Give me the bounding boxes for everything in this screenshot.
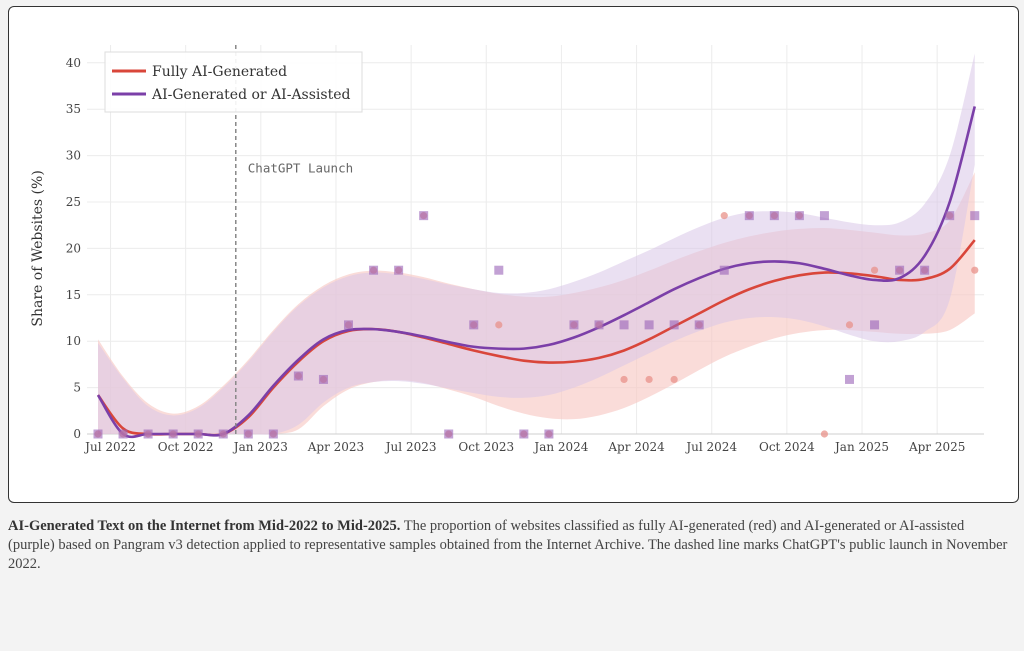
- data-point-ai-assisted: [895, 265, 905, 275]
- chart-svg: ChatGPT Launch 0 5 10 15 20 25 30 35 40 Jul 2022…: [30, 45, 984, 454]
- legend-box: [104, 51, 363, 113]
- legend-label-ai-assisted: AI-Generated or AI-Assisted: [151, 87, 350, 103]
- data-point-ai-assisted: [93, 429, 103, 439]
- data-point-ai-assisted: [268, 429, 278, 439]
- y-axis-ticks: 0 5 10 15 20 25 30 35 40: [66, 56, 81, 441]
- data-point-ai-assisted: [419, 211, 429, 221]
- caption-title: AI-Generated Text on the Internet from M…: [8, 518, 401, 534]
- data-point-ai-assisted: [644, 320, 654, 330]
- data-markers: [93, 211, 980, 439]
- data-point-fully-ai: [820, 430, 829, 438]
- data-point-ai-assisted: [168, 429, 178, 439]
- data-point-ai-assisted: [694, 320, 704, 330]
- x-tick-label: Jan 2025: [833, 440, 889, 454]
- data-point-fully-ai: [845, 321, 854, 329]
- x-tick-label: Oct 2023: [458, 440, 514, 454]
- legend: Fully AI-Generated AI-Generated or AI-As…: [104, 51, 363, 113]
- data-point-ai-assisted: [218, 429, 228, 439]
- confidence-band-ai-assisted: [98, 53, 975, 435]
- y-axis-title: Share of Websites (%): [30, 170, 46, 326]
- y-tick-label: 35: [66, 102, 81, 116]
- data-point-ai-assisted: [594, 320, 604, 330]
- x-tick-label: Jul 2024: [684, 440, 737, 454]
- x-tick-label: Jul 2022: [83, 440, 136, 454]
- data-point-ai-assisted: [344, 320, 353, 330]
- x-tick-label: Apr 2025: [908, 440, 965, 454]
- data-point-ai-assisted: [619, 320, 629, 330]
- data-point-ai-assisted: [744, 211, 754, 221]
- data-point-ai-assisted: [293, 371, 303, 381]
- data-point-ai-assisted: [193, 429, 203, 439]
- data-point-ai-assisted: [118, 429, 128, 439]
- y-tick-label: 25: [66, 195, 81, 209]
- data-point-ai-assisted: [544, 429, 554, 439]
- data-point-ai-assisted: [494, 265, 504, 275]
- figure-caption: AI-Generated Text on the Internet from M…: [8, 517, 1013, 574]
- data-point-ai-assisted: [444, 429, 454, 439]
- data-point-ai-assisted: [519, 429, 529, 439]
- data-point-ai-assisted: [394, 265, 404, 275]
- data-point-fully-ai: [720, 212, 728, 220]
- fit-lines: [96, 106, 977, 439]
- data-point-ai-assisted: [794, 211, 804, 221]
- y-tick-label: 10: [66, 334, 81, 348]
- legend-label-fully-ai: Fully AI-Generated: [152, 64, 287, 80]
- y-tick-label: 40: [66, 56, 81, 70]
- data-point-fully-ai: [670, 375, 678, 384]
- x-tick-label: Oct 2022: [158, 440, 214, 454]
- data-point-ai-assisted: [870, 320, 880, 330]
- data-point-ai-assisted: [469, 320, 479, 330]
- y-tick-label: 5: [73, 381, 81, 395]
- y-tick-label: 30: [66, 149, 81, 163]
- chatgpt-launch-label: ChatGPT Launch: [248, 160, 353, 175]
- x-tick-label: Jan 2024: [532, 440, 588, 454]
- x-tick-label: Jul 2023: [384, 440, 437, 454]
- data-point-ai-assisted: [569, 320, 579, 330]
- data-point-ai-assisted: [669, 320, 679, 330]
- x-tick-label: Apr 2023: [307, 440, 364, 454]
- data-point-fully-ai: [645, 375, 653, 384]
- data-point-ai-assisted: [243, 429, 253, 439]
- data-point-ai-assisted: [143, 429, 153, 439]
- data-point-ai-assisted: [719, 265, 729, 275]
- data-point-fully-ai: [971, 266, 979, 274]
- data-point-ai-assisted: [845, 374, 854, 384]
- y-tick-label: 0: [73, 427, 81, 441]
- data-point-fully-ai: [870, 266, 879, 274]
- y-tick-label: 20: [66, 241, 81, 255]
- fit-line-ai-assisted: [96, 106, 977, 439]
- x-tick-label: Apr 2024: [607, 440, 665, 454]
- chart-panel: ChatGPT Launch 0 5 10 15 20 25 30 35 40 Jul 2022…: [8, 6, 1019, 503]
- data-point-ai-assisted: [920, 265, 930, 275]
- confidence-bands: [98, 53, 975, 435]
- data-point-ai-assisted: [945, 211, 955, 221]
- caption-text: The proportion of websites classified as…: [8, 518, 1008, 572]
- data-point-fully-ai: [620, 375, 628, 384]
- data-point-fully-ai: [495, 321, 503, 329]
- x-tick-label: Jan 2023: [232, 440, 288, 454]
- data-point-ai-assisted: [318, 374, 328, 384]
- data-point-ai-assisted: [970, 211, 980, 221]
- data-point-ai-assisted: [369, 265, 379, 275]
- x-tick-label: Oct 2024: [759, 440, 815, 454]
- data-point-ai-assisted: [819, 211, 829, 221]
- data-point-ai-assisted: [769, 211, 779, 221]
- x-axis-ticks: Jul 2022 Oct 2022 Jan 2023 Apr 2023 Jul 2023…: [83, 440, 965, 454]
- y-tick-label: 15: [66, 288, 81, 302]
